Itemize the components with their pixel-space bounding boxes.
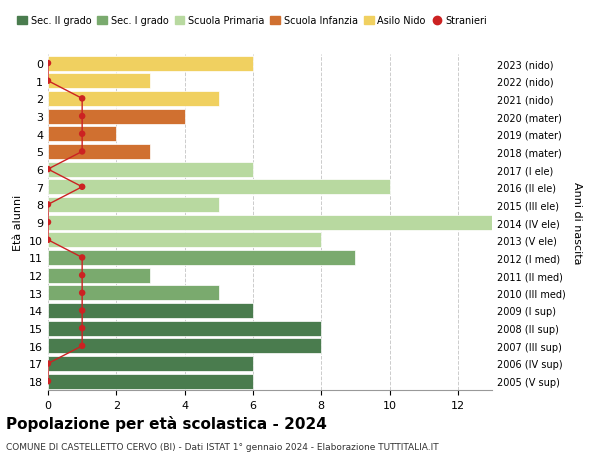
Point [43,378,53,385]
Bar [48,74,151,89]
Bar [48,92,219,106]
Point [77,290,87,297]
Bar [48,109,185,124]
Bar [48,180,389,195]
Bar [48,321,321,336]
Point [77,113,87,120]
Point [77,184,87,191]
Bar [48,303,253,318]
Point [43,236,53,244]
Point [43,78,53,85]
Point [77,342,87,350]
Y-axis label: Età alunni: Età alunni [13,195,23,251]
Point [43,202,53,209]
Bar [48,356,253,371]
Bar [48,145,151,160]
Y-axis label: Anni di nascita: Anni di nascita [572,181,582,264]
Point [43,166,53,174]
Point [77,95,87,103]
Bar [48,268,151,283]
Bar [48,215,492,230]
Bar [48,233,321,248]
Point [77,148,87,156]
Point [43,360,53,367]
Text: COMUNE DI CASTELLETTO CERVO (BI) - Dati ISTAT 1° gennaio 2024 - Elaborazione TUT: COMUNE DI CASTELLETTO CERVO (BI) - Dati … [6,442,439,451]
Point [43,60,53,67]
Bar [48,162,253,177]
Bar [48,374,253,389]
Bar [48,127,116,142]
Legend: Sec. II grado, Sec. I grado, Scuola Primaria, Scuola Infanzia, Asilo Nido, Stran: Sec. II grado, Sec. I grado, Scuola Prim… [17,17,487,26]
Bar [48,56,253,72]
Text: Popolazione per età scolastica - 2024: Popolazione per età scolastica - 2024 [6,415,327,431]
Point [77,325,87,332]
Point [77,307,87,314]
Point [77,272,87,279]
Point [43,219,53,226]
Bar [48,285,219,301]
Bar [48,251,355,265]
Point [77,131,87,138]
Bar [48,339,321,353]
Point [77,254,87,262]
Bar [48,197,219,213]
